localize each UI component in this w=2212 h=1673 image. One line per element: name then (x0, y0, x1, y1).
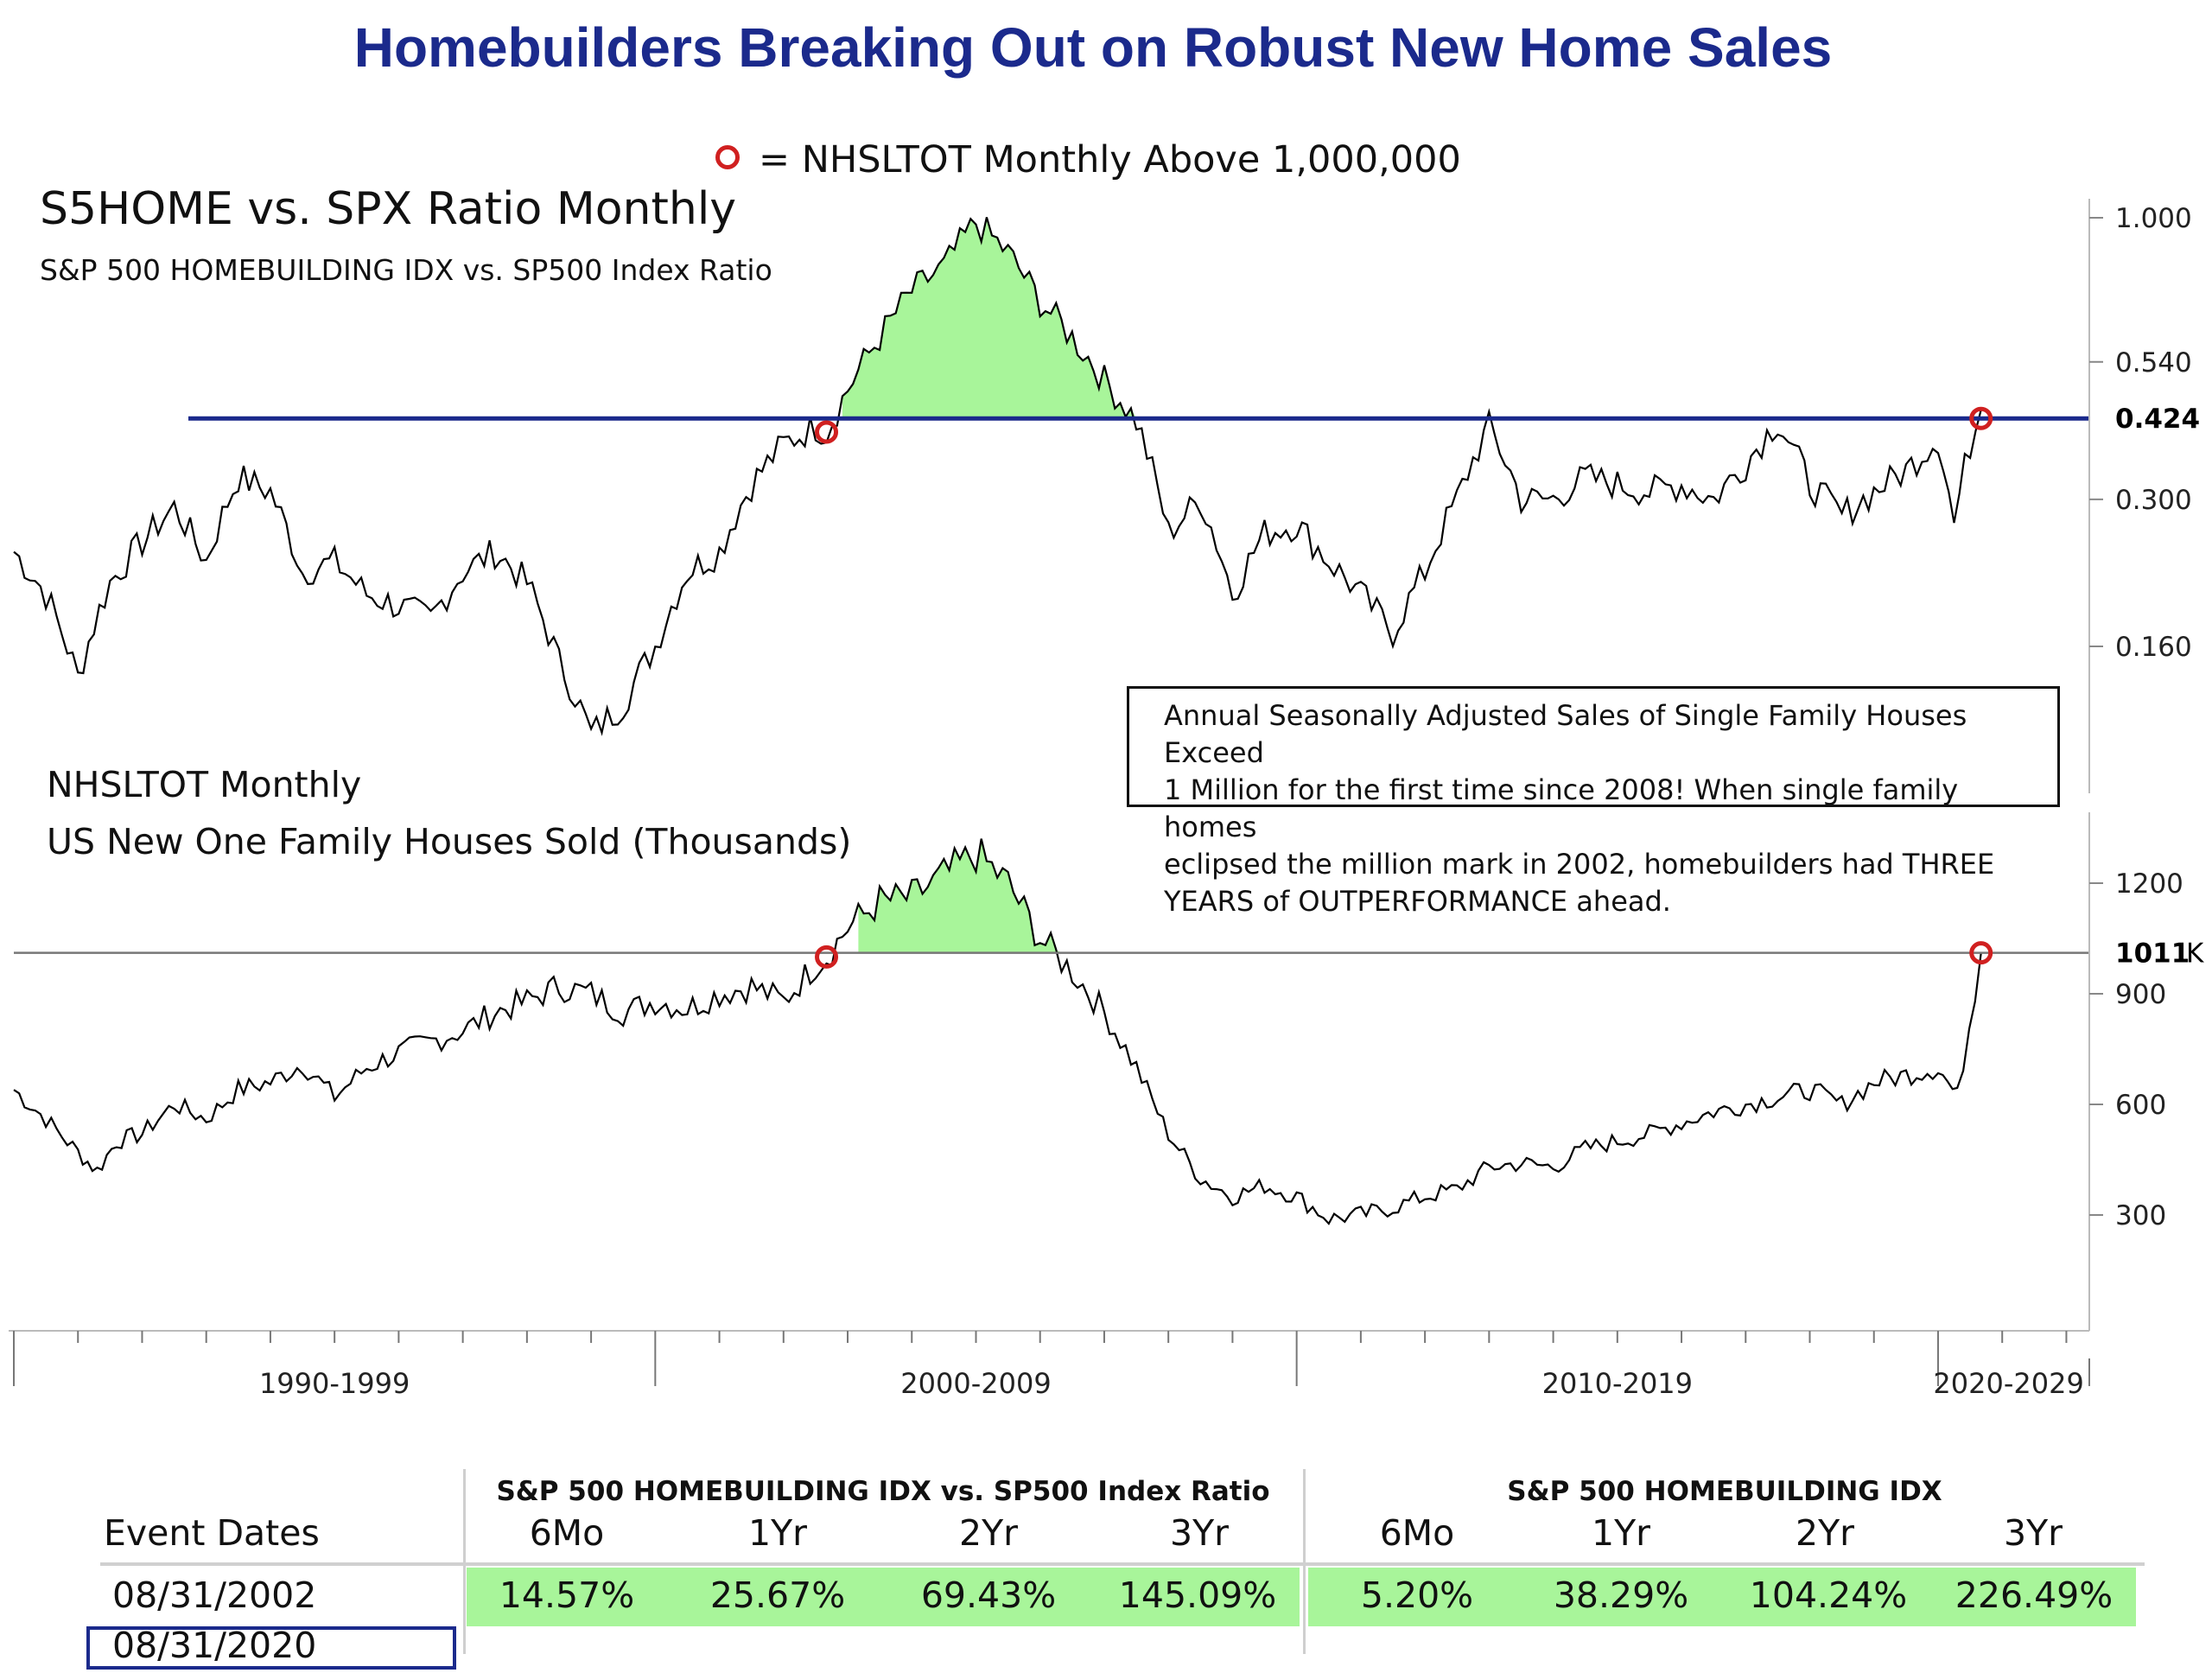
y-tick-label: 300 (2115, 1200, 2166, 1231)
table-header-rule (100, 1562, 2145, 1566)
threshold-label: 0.424 (2115, 404, 2200, 435)
x-decade-label: 2020-2029 (1933, 1367, 2083, 1400)
column-header: 3Yr (1170, 1512, 1229, 1554)
series-line (13, 217, 1982, 736)
column-header: 2Yr (959, 1512, 1018, 1554)
y-tick-label: 0.160 (2115, 632, 2192, 663)
column-header: 1Yr (1592, 1512, 1650, 1554)
highlight-area (858, 838, 1084, 953)
y-tick-label: 600 (2115, 1090, 2166, 1121)
selected-date-cell[interactable] (86, 1626, 456, 1670)
threshold-marker (815, 420, 839, 444)
table-cell: 145.09% (1118, 1574, 1277, 1616)
annotation-line: YEARS of OUTPERFORMANCE ahead. (1164, 885, 1671, 918)
performance-table: S&P 500 HOMEBUILDING IDX vs. SP500 Index… (0, 1469, 2212, 1673)
table-cell: 69.43% (920, 1574, 1057, 1616)
column-header: 6Mo (529, 1512, 605, 1554)
x-decade-label: 1990-1999 (259, 1367, 410, 1400)
table-divider (463, 1469, 466, 1654)
y-tick-label: 1200 (2115, 868, 2183, 900)
threshold-marker (1969, 941, 1993, 965)
column-header: 2Yr (1796, 1512, 1854, 1554)
annotation-line: 1 Million for the first time since 2008!… (1164, 773, 1959, 843)
threshold-unit: K (2186, 938, 2204, 970)
table-divider (1303, 1469, 1306, 1654)
time-axis: 1990-1999 2000-2009 2010-2019 2020-2029 (9, 1330, 2090, 1400)
annotation-box: Annual Seasonally Adjusted Sales of Sing… (1127, 686, 2060, 918)
index-group-title: S&P 500 HOMEBUILDING IDX (1507, 1476, 1942, 1507)
ratio-chart: 1.000 0.540 0.300 0.160 0.424 (13, 199, 2200, 793)
x-decade-label: 2000-2009 (900, 1367, 1051, 1400)
event-date: 08/31/2020 (112, 1625, 317, 1666)
table-cell: 104.24% (1749, 1574, 1908, 1616)
y-tick-label: 0.540 (2115, 347, 2192, 378)
series-line (13, 838, 1982, 1225)
threshold-label: 1011 (2115, 938, 2190, 970)
threshold-marker (1969, 406, 1993, 430)
index-perf-highlight (1308, 1568, 2136, 1626)
sales-chart-title: NHSLTOT Monthly (47, 764, 362, 805)
row-header: Event Dates (104, 1512, 320, 1554)
ratio-chart-title: S5HOME vs. SPX Ratio Monthly (40, 183, 737, 235)
table-cell: 226.49% (1955, 1574, 2113, 1616)
column-header: 1Yr (748, 1512, 807, 1554)
y-tick-label: 1.000 (2115, 203, 2192, 234)
sales-chart-subtitle: US New One Family Houses Sold (Thousands… (47, 821, 852, 862)
ratio-perf-highlight (467, 1568, 1300, 1626)
highlight-area (842, 217, 1142, 419)
table-cell: 14.57% (499, 1574, 635, 1616)
annotation-line: eclipsed the million mark in 2002, homeb… (1164, 848, 1995, 881)
column-header: 6Mo (1379, 1512, 1455, 1554)
y-tick-label: 900 (2115, 979, 2166, 1010)
threshold-marker (815, 945, 839, 969)
ratio-chart-subtitle: S&P 500 HOMEBUILDING IDX vs. SP500 Index… (40, 253, 772, 287)
table-cell: 38.29% (1553, 1574, 1689, 1616)
marker-legend-label: = NHSLTOT Monthly Above 1,000,000 (759, 138, 1461, 181)
marker-legend: = NHSLTOT Monthly Above 1,000,000 (715, 138, 1461, 181)
event-date: 08/31/2002 (112, 1574, 317, 1616)
ratio-group-title: S&P 500 HOMEBUILDING IDX vs. SP500 Index… (496, 1476, 1270, 1507)
page-title: Homebuilders Breaking Out on Robust New … (353, 16, 1833, 79)
table-cell: 5.20% (1360, 1574, 1474, 1616)
marker-ring-icon (715, 144, 740, 169)
annotation-line: Annual Seasonally Adjusted Sales of Sing… (1164, 699, 1967, 769)
y-tick-label: 0.300 (2115, 485, 2192, 516)
table-cell: 25.67% (709, 1574, 846, 1616)
x-decade-label: 2010-2019 (1542, 1367, 1693, 1400)
column-header: 3Yr (2004, 1512, 2063, 1554)
